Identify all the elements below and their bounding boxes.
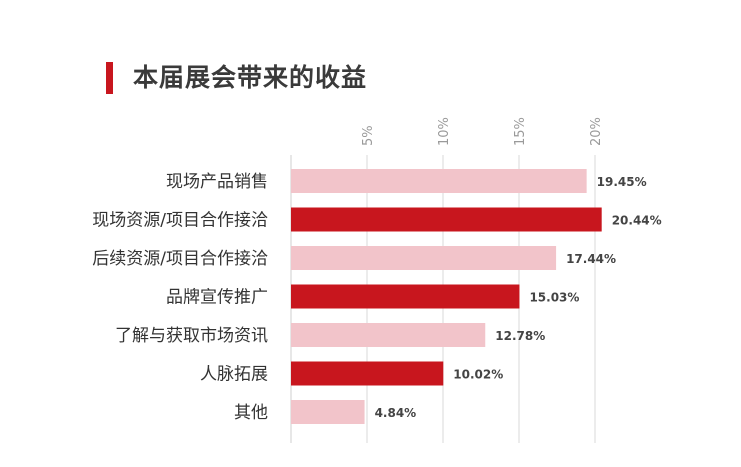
title-accent-bar bbox=[106, 62, 113, 94]
value-label: 15.03% bbox=[529, 291, 579, 305]
value-label: 20.44% bbox=[612, 214, 662, 228]
value-label: 4.84% bbox=[375, 406, 417, 420]
category-label: 现场资源/项目合作接洽 bbox=[92, 211, 268, 231]
value-label: 12.78% bbox=[495, 329, 545, 343]
bar bbox=[291, 323, 486, 347]
x-tick-label: 10% bbox=[437, 117, 452, 146]
bar bbox=[291, 284, 520, 309]
category-label: 其他 bbox=[234, 403, 268, 423]
category-label: 人脉拓展 bbox=[200, 365, 268, 385]
chart-title: 本届展会带来的收益 bbox=[133, 63, 368, 92]
x-tick-label: 15% bbox=[513, 117, 528, 146]
value-label: 19.45% bbox=[597, 175, 647, 189]
value-label: 17.44% bbox=[566, 252, 616, 266]
category-label: 现场产品销售 bbox=[166, 172, 268, 192]
value-label: 10.02% bbox=[453, 368, 503, 382]
x-tick-label: 20% bbox=[589, 117, 604, 146]
bar bbox=[291, 246, 557, 270]
bar bbox=[291, 207, 602, 232]
category-label: 了解与获取市场资讯 bbox=[115, 326, 268, 346]
category-label: 品牌宣传推广 bbox=[166, 288, 268, 308]
bar bbox=[291, 400, 365, 424]
bar bbox=[291, 169, 587, 193]
bar bbox=[291, 361, 444, 386]
x-tick-label: 5% bbox=[361, 125, 376, 146]
category-label: 后续资源/项目合作接洽 bbox=[92, 249, 268, 269]
